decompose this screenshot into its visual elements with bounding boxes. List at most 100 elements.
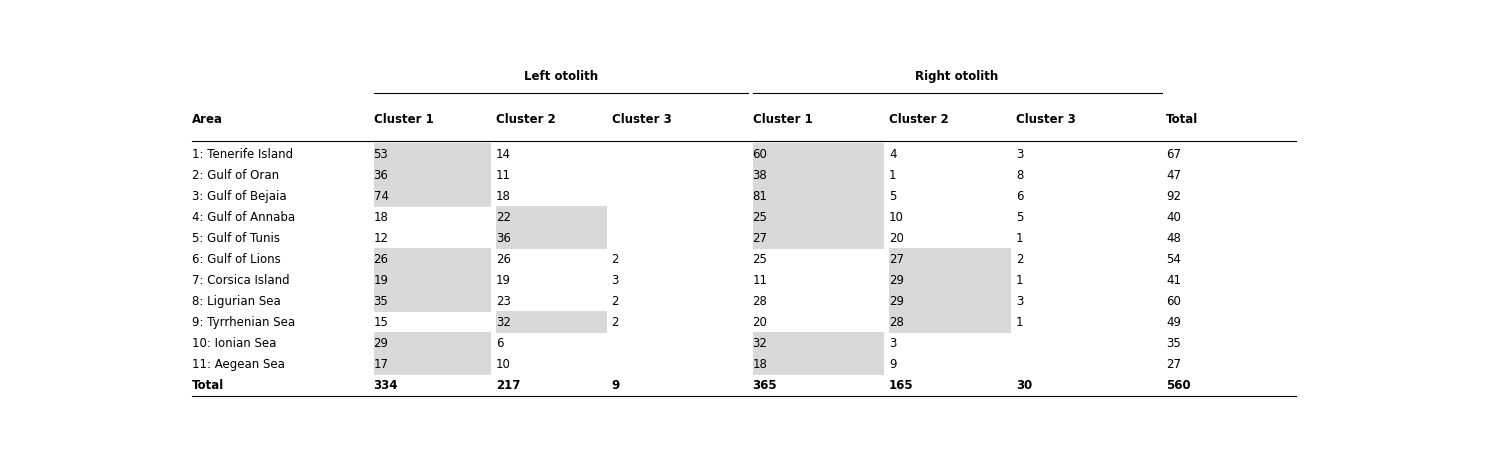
Text: 28: 28 <box>753 295 768 308</box>
Bar <box>753 354 884 375</box>
Bar <box>753 206 884 228</box>
Text: 10: Ionian Sea: 10: Ionian Sea <box>192 337 276 350</box>
Text: 6: 6 <box>1015 189 1023 203</box>
Text: 32: 32 <box>497 316 511 329</box>
Text: Cluster 3: Cluster 3 <box>611 113 671 126</box>
Text: 25: 25 <box>753 211 768 224</box>
Text: 36: 36 <box>374 169 389 182</box>
Text: 14: 14 <box>497 148 511 161</box>
Text: 20: 20 <box>889 232 904 245</box>
Text: 3: 3 <box>1015 148 1023 161</box>
Text: 29: 29 <box>889 274 904 287</box>
Bar <box>374 143 492 165</box>
Text: 2: 2 <box>611 316 619 329</box>
Text: 5: 5 <box>1015 211 1023 224</box>
Bar <box>374 185 492 207</box>
Text: 2: 2 <box>611 253 619 266</box>
Text: 12: 12 <box>374 232 389 245</box>
Text: 3: 3 <box>889 337 896 350</box>
Text: 19: 19 <box>374 274 389 287</box>
Bar <box>497 227 607 249</box>
Bar <box>753 332 884 354</box>
Text: 5: Gulf of Tunis: 5: Gulf of Tunis <box>192 232 280 245</box>
Text: 1: 1 <box>1015 274 1023 287</box>
Bar <box>889 248 1011 270</box>
Text: 11: Aegean Sea: 11: Aegean Sea <box>192 358 285 371</box>
Text: 9: Tyrrhenian Sea: 9: Tyrrhenian Sea <box>192 316 295 329</box>
Bar <box>889 269 1011 291</box>
Bar <box>753 164 884 186</box>
Text: Total: Total <box>1166 113 1199 126</box>
Text: 11: 11 <box>497 169 511 182</box>
Text: 48: 48 <box>1166 232 1181 245</box>
Text: 18: 18 <box>497 189 511 203</box>
Text: 53: 53 <box>374 148 388 161</box>
Text: Left otolith: Left otolith <box>523 70 598 83</box>
Text: 2: 2 <box>1015 253 1023 266</box>
Text: 27: 27 <box>889 253 904 266</box>
Text: 5: 5 <box>889 189 896 203</box>
Text: 365: 365 <box>753 379 777 392</box>
Text: 54: 54 <box>1166 253 1181 266</box>
Text: 18: 18 <box>753 358 768 371</box>
Text: 10: 10 <box>497 358 511 371</box>
Text: 60: 60 <box>1166 295 1181 308</box>
Text: 74: 74 <box>374 189 389 203</box>
Text: 35: 35 <box>374 295 388 308</box>
Text: 40: 40 <box>1166 211 1181 224</box>
Text: 41: 41 <box>1166 274 1181 287</box>
Text: 38: 38 <box>753 169 768 182</box>
Text: 23: 23 <box>497 295 511 308</box>
Bar <box>374 354 492 375</box>
Text: 67: 67 <box>1166 148 1181 161</box>
Bar <box>374 290 492 312</box>
Text: 10: 10 <box>889 211 904 224</box>
Bar <box>497 206 607 228</box>
Text: Cluster 2: Cluster 2 <box>497 113 556 126</box>
Text: 35: 35 <box>1166 337 1181 350</box>
Bar <box>374 269 492 291</box>
Text: 6: 6 <box>497 337 504 350</box>
Text: 19: 19 <box>497 274 511 287</box>
Text: 22: 22 <box>497 211 511 224</box>
Text: 217: 217 <box>497 379 520 392</box>
Text: 560: 560 <box>1166 379 1191 392</box>
Text: Cluster 1: Cluster 1 <box>753 113 813 126</box>
Text: 25: 25 <box>753 253 768 266</box>
Text: 8: Ligurian Sea: 8: Ligurian Sea <box>192 295 280 308</box>
Text: 1: 1 <box>889 169 896 182</box>
Bar <box>497 311 607 333</box>
Text: 47: 47 <box>1166 169 1181 182</box>
Text: Cluster 2: Cluster 2 <box>889 113 948 126</box>
Text: 11: 11 <box>753 274 768 287</box>
Text: 2: 2 <box>611 295 619 308</box>
Text: Area: Area <box>192 113 224 126</box>
Text: 6: Gulf of Lions: 6: Gulf of Lions <box>192 253 280 266</box>
Text: 7: Corsica Island: 7: Corsica Island <box>192 274 289 287</box>
Text: 17: 17 <box>374 358 389 371</box>
Text: 3: 3 <box>611 274 619 287</box>
Bar <box>374 248 492 270</box>
Text: 81: 81 <box>753 189 768 203</box>
Text: 4: 4 <box>889 148 896 161</box>
Text: 27: 27 <box>753 232 768 245</box>
Text: 49: 49 <box>1166 316 1181 329</box>
Text: 30: 30 <box>1015 379 1032 392</box>
Text: Cluster 1: Cluster 1 <box>374 113 434 126</box>
Text: 9: 9 <box>889 358 896 371</box>
Text: 165: 165 <box>889 379 914 392</box>
Text: 60: 60 <box>753 148 768 161</box>
Text: 1: 1 <box>1015 232 1023 245</box>
Text: 9: 9 <box>611 379 620 392</box>
Bar <box>753 143 884 165</box>
Text: 18: 18 <box>374 211 389 224</box>
Text: 20: 20 <box>753 316 768 329</box>
Bar <box>889 311 1011 333</box>
Text: 26: 26 <box>497 253 511 266</box>
Text: 92: 92 <box>1166 189 1181 203</box>
Text: 4: Gulf of Annaba: 4: Gulf of Annaba <box>192 211 295 224</box>
Bar <box>753 185 884 207</box>
Text: 1: 1 <box>1015 316 1023 329</box>
Text: 2: Gulf of Oran: 2: Gulf of Oran <box>192 169 279 182</box>
Text: Total: Total <box>192 379 225 392</box>
